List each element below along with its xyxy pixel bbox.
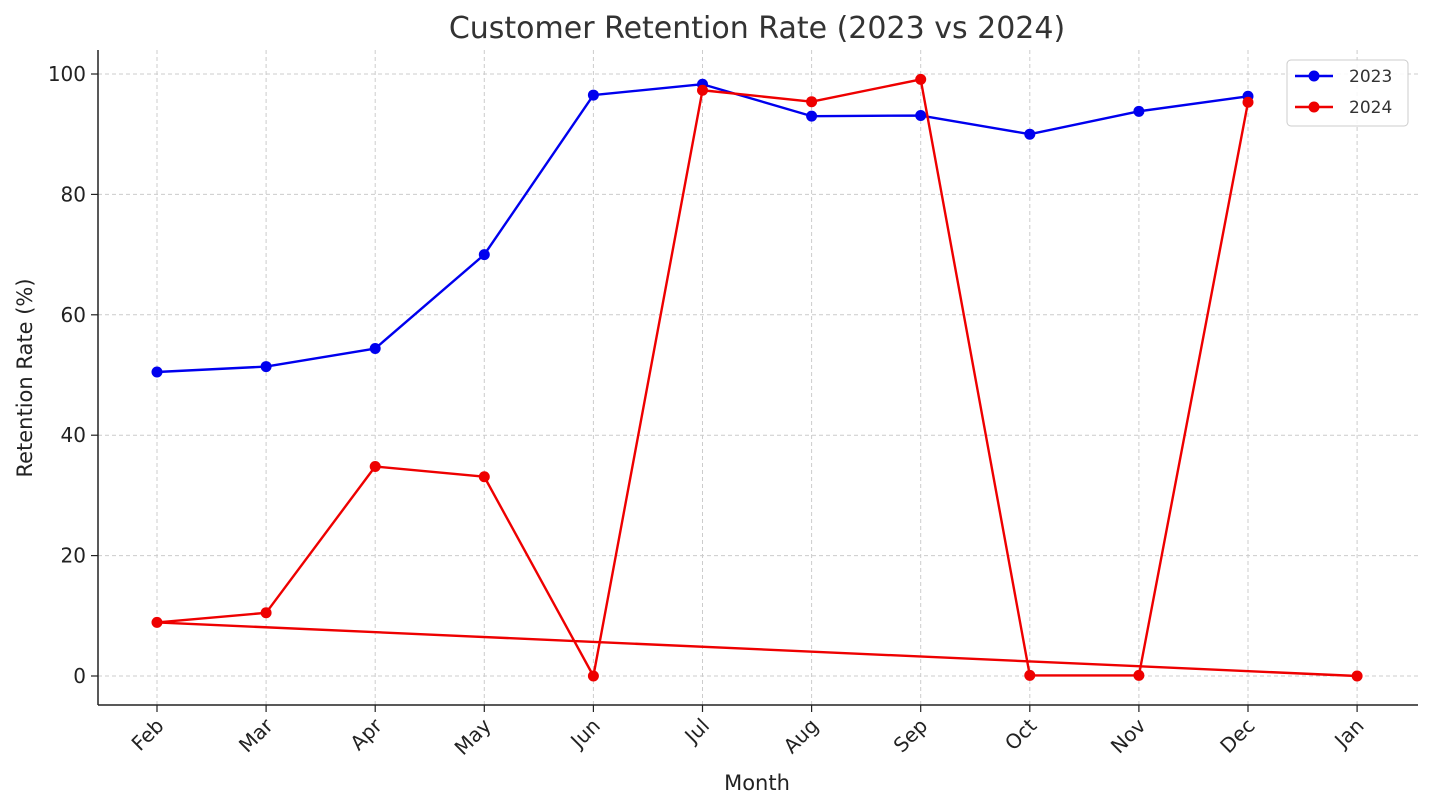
- y-axis-label: Retention Rate (%): [13, 278, 37, 477]
- y-tick-label: 80: [61, 182, 86, 206]
- legend-marker: [1308, 101, 1320, 113]
- data-point-2024: [587, 670, 599, 682]
- legend-label: 2024: [1349, 98, 1392, 118]
- x-tick-label: Feb: [127, 714, 169, 756]
- series-layer: [151, 73, 1363, 682]
- x-axis-label: Month: [724, 771, 790, 795]
- x-tick-label: Jul: [679, 714, 714, 749]
- x-tick-label: May: [450, 713, 496, 759]
- y-tick-label: 100: [48, 62, 86, 86]
- data-point-2024: [915, 73, 927, 85]
- data-point-2024: [151, 616, 163, 628]
- data-point-2024: [1242, 96, 1254, 108]
- data-point-2023: [587, 89, 599, 101]
- y-tick-label: 0: [73, 664, 86, 688]
- data-point-2024: [260, 607, 272, 619]
- x-tick-label: Nov: [1106, 713, 1151, 758]
- data-point-2023: [151, 366, 163, 378]
- legend-item-2024: 2024: [1295, 98, 1392, 118]
- x-tick-label: Oct: [1000, 713, 1042, 755]
- y-tick-label: 60: [61, 303, 86, 327]
- x-tick-label: Jun: [564, 714, 604, 754]
- x-tick-label: Sep: [889, 714, 933, 758]
- data-point-2023: [915, 110, 927, 122]
- data-point-2024: [1133, 669, 1145, 681]
- x-tick-label: Aug: [779, 714, 824, 759]
- data-point-2024: [369, 461, 381, 473]
- data-point-2024: [806, 96, 818, 108]
- data-point-2023: [260, 361, 272, 373]
- tick-labels: Feb Mar Apr May Jun Jul Aug Sep Oct Nov Dec Jan 0 20 4…: [48, 62, 1369, 760]
- data-point-2024: [1351, 670, 1363, 682]
- x-tick-label: Dec: [1215, 714, 1259, 758]
- legend-item-2023: 2023: [1295, 67, 1392, 87]
- data-point-2023: [806, 110, 818, 122]
- data-point-2024: [478, 471, 490, 483]
- grid: [98, 50, 1418, 705]
- x-tick-label: Mar: [234, 713, 278, 757]
- legend-label: 2023: [1349, 67, 1392, 87]
- chart-title: Customer Retention Rate (2023 vs 2024): [449, 11, 1065, 46]
- x-tick-label: Jan: [1328, 714, 1368, 754]
- data-point-2024: [697, 84, 708, 96]
- data-point-2023: [1024, 128, 1036, 140]
- y-tick-label: 40: [61, 423, 86, 447]
- data-point-2023: [1133, 105, 1145, 117]
- legend: 2023 2024: [1286, 59, 1409, 127]
- y-tick-label: 20: [61, 544, 86, 568]
- series-line-2024: [155, 78, 1358, 678]
- series-2024: [151, 73, 1363, 682]
- data-point-2023: [478, 249, 490, 261]
- axes: [91, 50, 1418, 712]
- x-tick-label: Apr: [345, 713, 387, 755]
- legend-marker: [1308, 70, 1320, 82]
- data-point-2024: [1024, 669, 1036, 681]
- data-point-2023: [369, 343, 381, 355]
